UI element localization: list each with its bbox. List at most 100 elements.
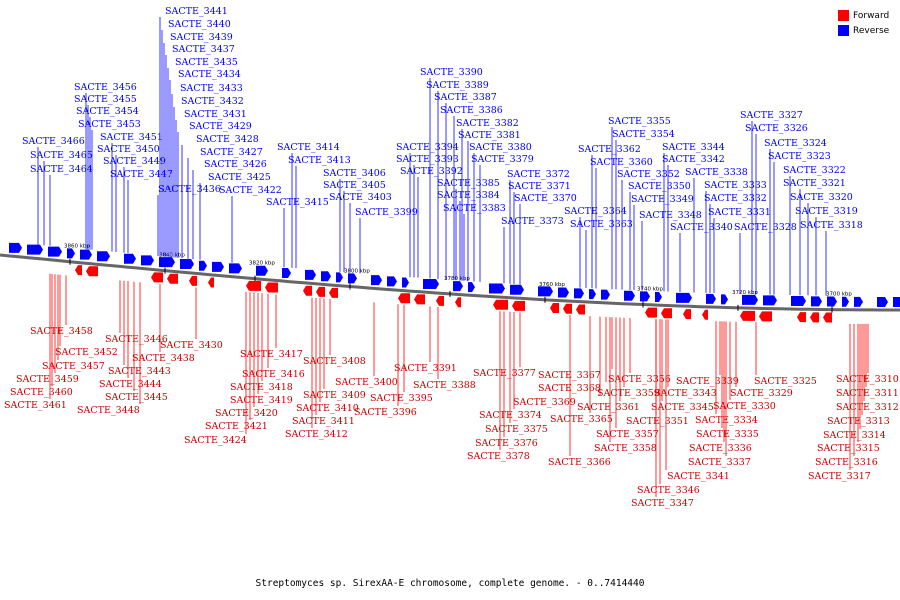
forward-gene-label: SACTE_3418 [230, 382, 293, 393]
forward-gene-arrow [702, 309, 708, 320]
reverse-gene-label: SACTE_3324 [764, 138, 827, 149]
forward-gene-arrow [683, 309, 691, 320]
forward-gene-label: SACTE_3315 [817, 443, 880, 454]
reverse-gene-label: SACTE_3405 [323, 180, 386, 191]
reverse-gene-label: SACTE_3355 [608, 116, 671, 127]
forward-gene-label: SACTE_3336 [689, 443, 752, 454]
forward-gene-label: SACTE_3412 [285, 429, 348, 440]
forward-gene-arrow [576, 304, 585, 315]
reverse-gene-label: SACTE_3432 [181, 96, 244, 107]
forward-gene-arrow [75, 265, 82, 276]
reverse-gene-label: SACTE_3360 [590, 157, 653, 168]
legend-item-forward: Forward [838, 8, 889, 23]
forward-gene-label: SACTE_3334 [695, 415, 758, 426]
forward-gene-label: SACTE_3459 [16, 374, 79, 385]
reverse-gene-label: SACTE_3382 [456, 118, 519, 129]
reverse-gene-arrow [742, 294, 758, 305]
reverse-swatch-icon [838, 25, 849, 36]
reverse-gene-label: SACTE_3437 [172, 44, 235, 55]
reverse-gene-arrow [538, 286, 553, 297]
reverse-gene-label: SACTE_3394 [396, 142, 459, 153]
reverse-gene-arrow [141, 255, 154, 266]
reverse-gene-label: SACTE_3466 [22, 136, 85, 147]
reverse-gene-arrow [9, 242, 22, 253]
reverse-gene-arrow [256, 265, 268, 276]
forward-gene-label: SACTE_3346 [637, 485, 700, 496]
reverse-gene-label: SACTE_3328 [734, 222, 797, 233]
reverse-gene-label: SACTE_3422 [219, 185, 282, 196]
reverse-gene-arrow [854, 296, 863, 307]
reverse-gene-label: SACTE_3406 [323, 168, 386, 179]
reverse-gene-label: SACTE_3342 [662, 154, 725, 165]
reverse-gene-arrow [48, 246, 62, 257]
reverse-gene-label: SACTE_3350 [628, 181, 691, 192]
scale-tick-label: 3720 kbp [732, 290, 758, 296]
forward-gene-arrow [436, 295, 444, 306]
forward-gene-label: SACTE_3345 [651, 402, 714, 413]
reverse-gene-label: SACTE_3392 [400, 166, 463, 177]
forward-gene-label: SACTE_3329 [730, 388, 793, 399]
forward-gene-arrow [208, 277, 214, 288]
forward-gene-label: SACTE_3396 [354, 407, 417, 418]
reverse-gene-label: SACTE_3379 [471, 154, 534, 165]
forward-gene-arrow [810, 312, 819, 323]
reverse-gene-arrow [893, 296, 900, 307]
reverse-gene-arrow [510, 284, 524, 295]
reverse-gene-label: SACTE_3415 [266, 197, 329, 208]
reverse-gene-arrow [80, 249, 92, 260]
reverse-gene-label: SACTE_3465 [30, 150, 93, 161]
reverse-gene-label: SACTE_3433 [180, 83, 243, 94]
forward-gene-label: SACTE_3337 [688, 457, 751, 468]
scale-tick-label: 3820 kbp [249, 261, 275, 267]
caption: Streptomyces sp. SirexAA-E chromosome, c… [255, 578, 645, 589]
forward-gene-arrow [303, 285, 312, 296]
reverse-gene-label: SACTE_3440 [168, 19, 231, 30]
reverse-gene-arrow [574, 288, 584, 299]
reverse-gene-arrow [97, 251, 110, 262]
reverse-gene-arrow [676, 292, 692, 303]
forward-gene-label: SACTE_3444 [99, 379, 162, 390]
forward-gene-label: SACTE_3443 [108, 366, 171, 377]
forward-gene-label: SACTE_3411 [292, 416, 355, 427]
reverse-gene-label: SACTE_3454 [76, 106, 139, 117]
forward-gene-label: SACTE_3351 [626, 416, 689, 427]
forward-gene-label: SACTE_3438 [132, 353, 195, 364]
reverse-gene-arrow [589, 289, 596, 300]
reverse-gene-label: SACTE_3340 [670, 222, 733, 233]
forward-gene-arrow [455, 297, 461, 308]
forward-gene-arrow [512, 300, 525, 311]
forward-gene-label: SACTE_3461 [4, 400, 67, 411]
reverse-gene-label: SACTE_3464 [30, 164, 93, 175]
reverse-gene-label: SACTE_3372 [507, 169, 570, 180]
forward-gene-label: SACTE_3325 [754, 376, 817, 387]
reverse-gene-arrow [624, 290, 635, 301]
forward-gene-label: SACTE_3330 [713, 401, 776, 412]
forward-swatch-icon [838, 10, 849, 21]
forward-gene-label: SACTE_3446 [105, 334, 168, 345]
forward-gene-label: SACTE_3369 [513, 397, 576, 408]
reverse-gene-arrow [877, 296, 888, 307]
forward-gene-label: SACTE_3310 [836, 374, 899, 385]
forward-gene-label: SACTE_3335 [696, 429, 759, 440]
reverse-gene-label: SACTE_3449 [103, 156, 166, 167]
forward-gene-label: SACTE_3391 [394, 363, 457, 374]
reverse-gene-label: SACTE_3380 [469, 142, 532, 153]
forward-gene-label: SACTE_3378 [467, 451, 530, 462]
reverse-gene-label: SACTE_3333 [704, 180, 767, 191]
forward-gene-arrow [550, 303, 559, 314]
forward-gene-label: SACTE_3343 [654, 388, 717, 399]
forward-gene-arrow [563, 303, 572, 314]
reverse-gene-label: SACTE_3349 [631, 194, 694, 205]
reverse-gene-arrow [721, 294, 728, 305]
forward-gene-label: SACTE_3341 [667, 471, 730, 482]
reverse-gene-label: SACTE_3451 [100, 132, 163, 143]
scale-tick-label: 3760 kbp [539, 282, 565, 288]
reverse-gene-label: SACTE_3393 [396, 154, 459, 165]
reverse-gene-label: SACTE_3455 [74, 94, 137, 105]
reverse-gene-label: SACTE_3373 [501, 216, 564, 227]
reverse-gene-label: SACTE_3447 [110, 169, 173, 180]
reverse-gene-label: SACTE_3322 [783, 165, 846, 176]
reverse-gene-label: SACTE_3352 [617, 169, 680, 180]
forward-gene-label: SACTE_3448 [77, 405, 140, 416]
